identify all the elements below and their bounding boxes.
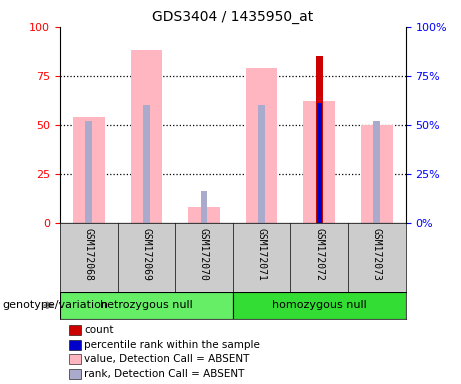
Text: GSM172070: GSM172070 xyxy=(199,228,209,281)
Text: GSM172068: GSM172068 xyxy=(84,228,94,281)
Text: GSM172071: GSM172071 xyxy=(257,228,266,281)
Text: GSM172072: GSM172072 xyxy=(314,228,324,281)
Text: percentile rank within the sample: percentile rank within the sample xyxy=(84,340,260,350)
Bar xyxy=(188,207,220,223)
Text: GSM172073: GSM172073 xyxy=(372,228,382,281)
Text: rank, Detection Call = ABSENT: rank, Detection Call = ABSENT xyxy=(84,369,244,379)
Text: GSM172069: GSM172069 xyxy=(142,228,151,281)
Bar xyxy=(246,68,278,223)
Bar xyxy=(258,105,265,223)
Text: value, Detection Call = ABSENT: value, Detection Call = ABSENT xyxy=(84,354,249,364)
Bar xyxy=(201,191,207,223)
Text: hetrozygous null: hetrozygous null xyxy=(100,300,193,310)
Bar xyxy=(361,125,393,223)
Bar xyxy=(303,101,335,223)
Text: genotype/variation: genotype/variation xyxy=(2,300,108,310)
Bar xyxy=(85,121,92,223)
Bar xyxy=(233,292,406,319)
Bar xyxy=(73,117,105,223)
Text: homozygous null: homozygous null xyxy=(272,300,366,310)
Text: count: count xyxy=(84,325,113,335)
Bar xyxy=(317,103,321,223)
Bar xyxy=(316,56,323,223)
Bar xyxy=(130,50,162,223)
Title: GDS3404 / 1435950_at: GDS3404 / 1435950_at xyxy=(152,10,313,25)
Bar xyxy=(143,105,150,223)
Bar xyxy=(373,121,380,223)
Bar xyxy=(60,292,233,319)
Bar xyxy=(316,103,323,223)
